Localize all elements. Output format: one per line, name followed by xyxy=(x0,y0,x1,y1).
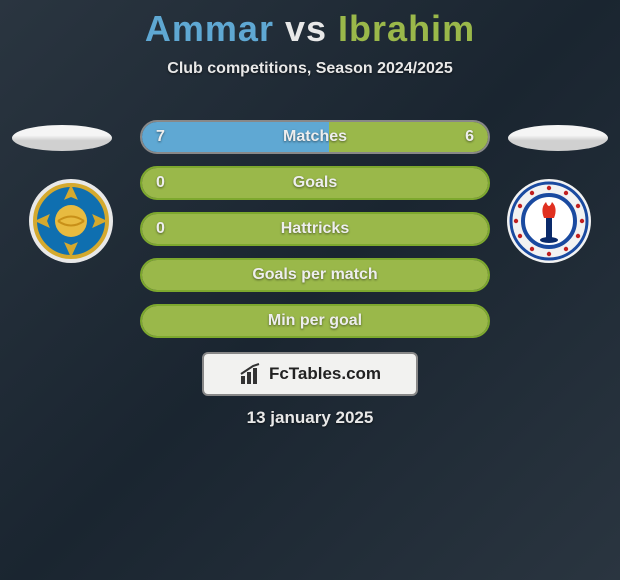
stat-goals-label: Goals xyxy=(293,174,337,192)
player1-badge-ellipse xyxy=(12,125,112,151)
player2-crest xyxy=(506,178,592,264)
player2-name: Ibrahim xyxy=(338,8,475,49)
stats-rows: 7 Matches 6 0 Goals 0 Hattricks Goals pe… xyxy=(140,120,490,338)
date-text: 13 january 2025 xyxy=(0,408,620,428)
stat-row-gpm: Goals per match xyxy=(140,258,490,292)
bar-chart-icon xyxy=(239,362,263,386)
player1-crest xyxy=(28,178,114,264)
stat-matches-right: 6 xyxy=(465,128,474,146)
stat-row-hattricks: 0 Hattricks xyxy=(140,212,490,246)
stat-goals-left: 0 xyxy=(156,174,165,192)
brand-text: FcTables.com xyxy=(269,364,381,384)
brand-logo-box: FcTables.com xyxy=(202,352,418,396)
player2-badge-ellipse xyxy=(508,125,608,151)
stat-hattricks-left: 0 xyxy=(156,220,165,238)
subtitle: Club competitions, Season 2024/2025 xyxy=(0,60,620,78)
stat-row-mpg: Min per goal xyxy=(140,304,490,338)
stat-matches-label: Matches xyxy=(283,128,347,146)
player1-name: Ammar xyxy=(145,8,274,49)
stat-hattricks-label: Hattricks xyxy=(281,220,349,238)
title-vs: vs xyxy=(285,8,327,49)
stat-row-goals: 0 Goals xyxy=(140,166,490,200)
stat-matches-left: 7 xyxy=(156,128,165,146)
stat-mpg-label: Min per goal xyxy=(268,312,362,330)
stat-row-matches: 7 Matches 6 xyxy=(140,120,490,154)
comparison-title: Ammar vs Ibrahim xyxy=(0,0,620,50)
stat-gpm-label: Goals per match xyxy=(252,266,377,284)
